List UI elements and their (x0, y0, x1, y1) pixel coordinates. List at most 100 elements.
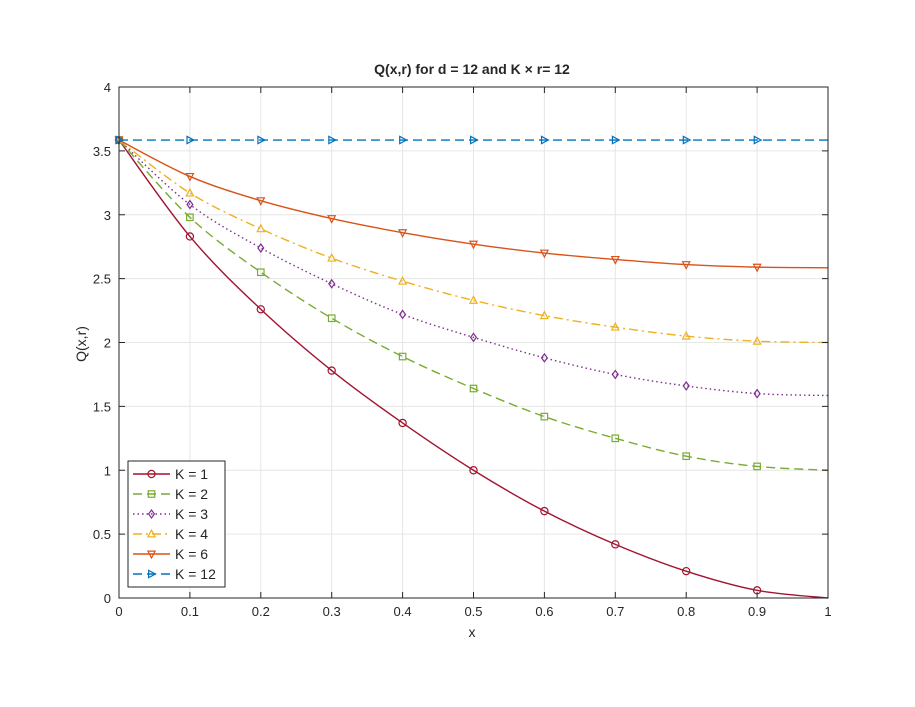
data-point (257, 242, 265, 253)
x-tick-label: 0.1 (181, 604, 199, 619)
legend-label: K = 6 (175, 546, 208, 562)
data-point (681, 261, 691, 270)
data-point (185, 232, 195, 241)
data-point (611, 540, 620, 549)
data-point (328, 278, 336, 289)
series-line (118, 139, 829, 471)
data-point (540, 135, 550, 145)
series-line (118, 139, 829, 344)
legend-label: K = 1 (175, 466, 208, 482)
data-point (399, 135, 408, 145)
data-point (256, 223, 266, 233)
legend-marker (148, 569, 157, 579)
data-point (398, 418, 407, 428)
data-point (753, 462, 761, 471)
data-point (752, 263, 762, 273)
data-point (539, 249, 549, 259)
data-point (185, 172, 195, 182)
y-tick-label: 0 (104, 591, 111, 606)
data-point (256, 268, 265, 277)
data-point (327, 366, 336, 375)
series-line (118, 139, 829, 397)
legend-label: K = 12 (175, 566, 216, 582)
x-tick-label: 0.9 (748, 604, 766, 619)
legend-item: K = 4 (133, 526, 208, 542)
y-tick-label: 3.5 (93, 144, 111, 159)
data-point (540, 506, 549, 516)
data-point (257, 135, 267, 145)
legend-marker (147, 490, 156, 498)
data-point (398, 275, 408, 285)
x-tick-label: 0.8 (677, 604, 695, 619)
data-point (185, 187, 195, 197)
legend-item: K = 1 (133, 466, 208, 482)
data-point (682, 135, 692, 145)
y-tick-label: 3 (104, 208, 111, 223)
data-point (611, 135, 621, 145)
data-point (469, 384, 478, 393)
data-point (610, 321, 620, 331)
data-point (540, 412, 549, 421)
x-tick-label: 0.5 (464, 604, 482, 619)
x-tick-label: 0.7 (606, 604, 624, 619)
y-tick-label: 1 (104, 463, 111, 478)
data-point (682, 380, 690, 391)
data-point (539, 310, 549, 320)
x-tick-label: 0.2 (252, 604, 270, 619)
data-point (681, 330, 691, 340)
x-tick-label: 0 (115, 604, 122, 619)
data-point (468, 240, 479, 250)
series-line (118, 139, 829, 269)
series-4 (114, 134, 829, 345)
legend-item: K = 6 (133, 546, 208, 562)
legend-marker (146, 550, 157, 560)
y-tick-label: 2 (104, 336, 111, 351)
data-point (611, 369, 619, 380)
legend-label: K = 4 (175, 526, 208, 542)
data-point (327, 215, 337, 224)
series-6 (115, 135, 828, 145)
data-point (328, 135, 337, 145)
legend: K = 1 K = 2 K = 3 K = 4 K = 6 K = 12 (127, 460, 226, 588)
x-tick-label: 0.3 (323, 604, 341, 619)
data-point (682, 452, 691, 461)
data-point (753, 135, 763, 145)
y-tick-label: 1.5 (93, 399, 111, 414)
x-tick-label: 1 (824, 604, 831, 619)
data-point (468, 295, 479, 304)
x-tick-label: 0.4 (394, 604, 412, 619)
data-point (752, 335, 762, 345)
data-point (469, 332, 478, 343)
data-point (398, 352, 407, 361)
data-point (327, 252, 337, 262)
data-point (398, 229, 408, 238)
x-tick-label: 0.6 (535, 604, 553, 619)
axes: 0 0.1 0.2 0.3 0.4 0.5 0.6 0.7 0.8 0.9 1 0 0.5 1 1.5 2 2.… (93, 80, 832, 619)
legend-box (127, 460, 226, 588)
data-point (256, 197, 266, 206)
x-axis-label: x (469, 624, 476, 640)
legend-marker (146, 528, 157, 538)
legend-marker (147, 509, 156, 519)
data-point (398, 309, 407, 320)
legend-item: K = 3 (133, 506, 208, 522)
data-point (469, 466, 478, 475)
plot-series (114, 134, 829, 599)
series-line (118, 139, 829, 599)
y-tick-label: 2.5 (93, 272, 111, 287)
chart-title: Q(x,r) for d = 12 and K × r= 12 (374, 61, 570, 77)
y-tick-label: 0.5 (93, 527, 111, 542)
data-point (753, 388, 761, 399)
data-point (115, 135, 125, 145)
data-point (611, 434, 620, 443)
legend-label: K = 2 (175, 486, 208, 502)
data-point (256, 305, 265, 314)
legend-marker (147, 469, 156, 479)
legend-label: K = 3 (175, 506, 208, 522)
y-tick-label: 4 (104, 80, 111, 95)
data-point (327, 314, 336, 323)
data-point (186, 135, 196, 145)
data-point (610, 255, 620, 265)
data-point (186, 199, 194, 210)
data-point (470, 135, 479, 145)
